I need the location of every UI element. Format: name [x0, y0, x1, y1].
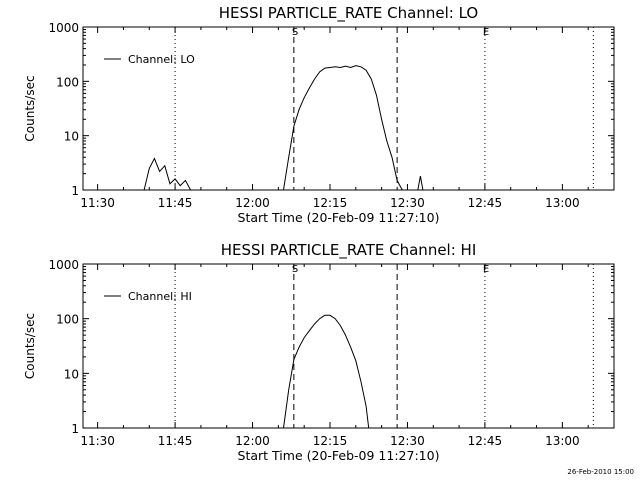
generation-timestamp: 26-Feb-2010 15:00: [567, 468, 634, 476]
chart-1-x-tick-label-2: 12:00: [235, 196, 270, 210]
chart-2-x-tick-label-1: 11:45: [158, 434, 193, 448]
chart-2-x-tick-label-5: 12:45: [468, 434, 503, 448]
chart-1-marker-label-0: S: [292, 27, 298, 38]
chart-2-x-tick-label-2: 12:00: [235, 434, 270, 448]
chart-1-y-axis-label: Counts/sec: [23, 75, 37, 141]
chart-1-y-tick-label-2: 100: [56, 75, 79, 89]
chart-2-legend-label: Channel: HI: [128, 290, 192, 303]
chart-1-x-tick-label-3: 12:15: [313, 196, 348, 210]
chart-2-marker-label-0: S: [292, 264, 298, 275]
chart-1-plot-frame: [82, 26, 615, 191]
chart-2-x-axis-label: Start Time (20-Feb-09 11:27:10): [238, 448, 440, 463]
chart-1-x-tick-label-4: 12:30: [390, 196, 425, 210]
chart-2-plot-frame: [82, 263, 615, 429]
chart-2-x-tick-label-6: 13:00: [545, 434, 580, 448]
chart-2-title: HESSI PARTICLE_RATE Channel: HI: [221, 241, 477, 260]
chart-1-title: HESSI PARTICLE_RATE Channel: LO: [219, 4, 478, 23]
chart-2-y-tick-label-2: 100: [56, 313, 79, 327]
chart-1-legend-label: Channel: LO: [128, 53, 195, 66]
chart-1-series-line-0: [143, 65, 424, 191]
chart-1-y-tick-label-1: 10: [64, 130, 79, 144]
chart-2-y-axis-label: Counts/sec: [23, 313, 37, 379]
chart-1-x-tick-label-6: 13:00: [545, 196, 580, 210]
chart-1-y-tick-label-0: 1: [71, 184, 79, 198]
chart-1-y-tick-label-3: 1000: [48, 21, 79, 35]
chart-2-y-tick-label-0: 1: [71, 422, 79, 436]
chart-1-x-tick-label-5: 12:45: [468, 196, 503, 210]
chart-2-marker-label-3: E: [483, 264, 489, 275]
chart-1-x-tick-label-1: 11:45: [158, 196, 193, 210]
chart-2: HESSI PARTICLE_RATE Channel: HIS E11:30 11…: [23, 241, 615, 463]
chart-1-x-tick-label-0: 11:30: [80, 196, 115, 210]
chart-2-y-tick-label-3: 1000: [48, 258, 79, 272]
chart-2-x-tick-label-3: 12:15: [313, 434, 348, 448]
chart-1: HESSI PARTICLE_RATE Channel: LOS E11:30 11…: [23, 4, 615, 225]
chart-2-x-tick-label-4: 12:30: [390, 434, 425, 448]
chart-2-x-tick-label-0: 11:30: [80, 434, 115, 448]
chart-2-y-tick-label-1: 10: [64, 367, 79, 381]
chart-1-marker-label-3: E: [483, 27, 489, 38]
chart-2-series-line-0: [283, 314, 370, 429]
chart-1-x-axis-label: Start Time (20-Feb-09 11:27:10): [238, 210, 440, 225]
